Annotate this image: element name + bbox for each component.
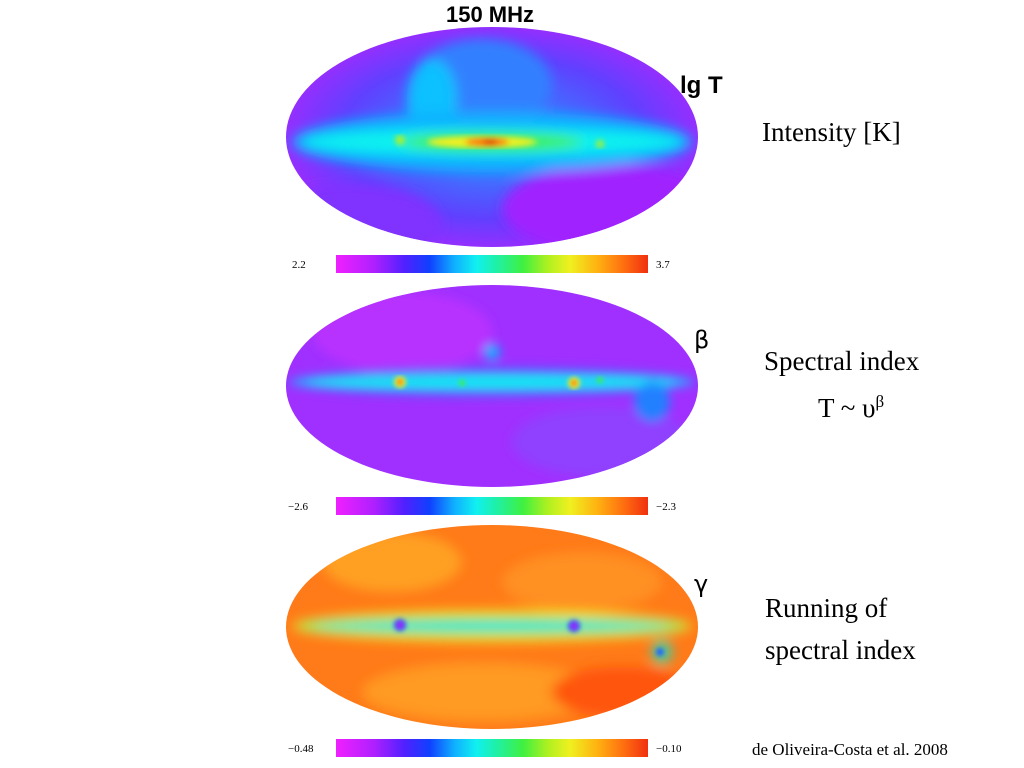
panel-description-running-line2: spectral index <box>765 635 916 665</box>
sky-map-intensity <box>286 27 698 247</box>
colorbar-spectral-index <box>336 497 648 515</box>
citation-credit: de Oliveira-Costa et al. 2008 <box>752 740 948 759</box>
formula-base: T ~ υ <box>818 393 876 423</box>
sky-map-spectral-index <box>286 285 698 487</box>
colorbar-running-index <box>336 739 648 757</box>
spectral-index-formula: T ~ υβ <box>818 386 884 424</box>
colorbar-intensity <box>336 255 648 273</box>
panel-description-running-line1: Running of <box>765 593 888 623</box>
panel-symbol-running-index: γ <box>694 570 709 598</box>
colorbar-max-running-index: −0.10 <box>656 743 682 755</box>
panel-symbol-spectral-index: β <box>694 326 710 354</box>
colorbar-max-intensity: 3.7 <box>656 259 670 271</box>
colorbar-min-spectral-index: −2.6 <box>288 501 308 513</box>
panel-description-intensity: Intensity [K] <box>762 117 901 147</box>
panel-symbol-intensity: lg T <box>680 72 723 99</box>
colorbar-min-running-index: −0.48 <box>288 743 314 755</box>
formula-exponent: β <box>875 392 885 411</box>
panel-description-spectral-index: Spectral index <box>764 346 920 376</box>
sky-map-running-index <box>286 525 698 729</box>
colorbar-max-spectral-index: −2.3 <box>656 501 676 513</box>
colorbar-min-intensity: 2.2 <box>292 259 306 271</box>
frequency-title: 150 MHz <box>445 2 535 27</box>
